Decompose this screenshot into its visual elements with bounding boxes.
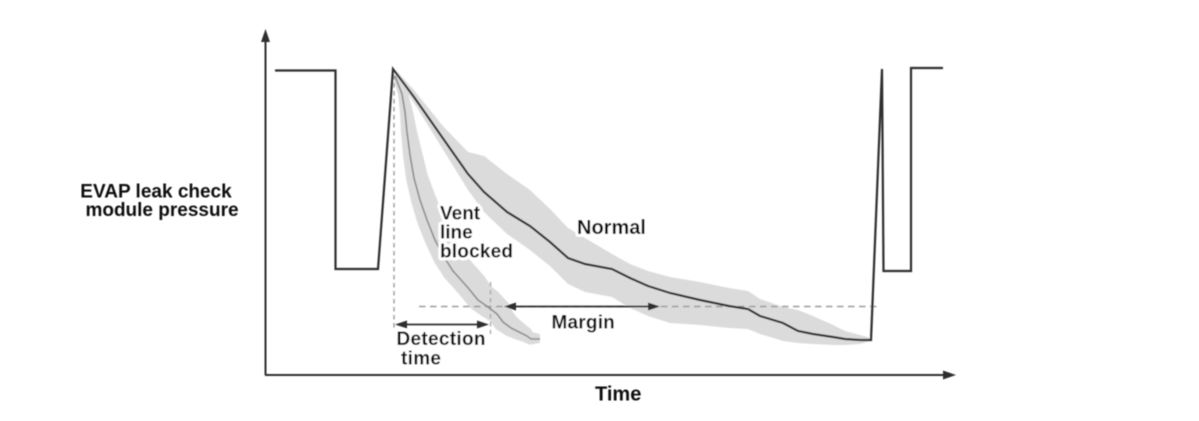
svg-text:Time: Time <box>595 384 641 406</box>
svg-text:Normal: Normal <box>577 217 646 239</box>
svg-text:time: time <box>401 349 441 370</box>
svg-text:Vent: Vent <box>440 204 481 225</box>
svg-text:blocked: blocked <box>440 242 513 263</box>
svg-text:Margin: Margin <box>552 313 615 334</box>
svg-text:Detection: Detection <box>397 329 486 350</box>
svg-text:EVAP leak check: EVAP leak check <box>80 182 232 203</box>
svg-text:module pressure: module pressure <box>85 200 238 221</box>
svg-text:line: line <box>440 223 473 244</box>
